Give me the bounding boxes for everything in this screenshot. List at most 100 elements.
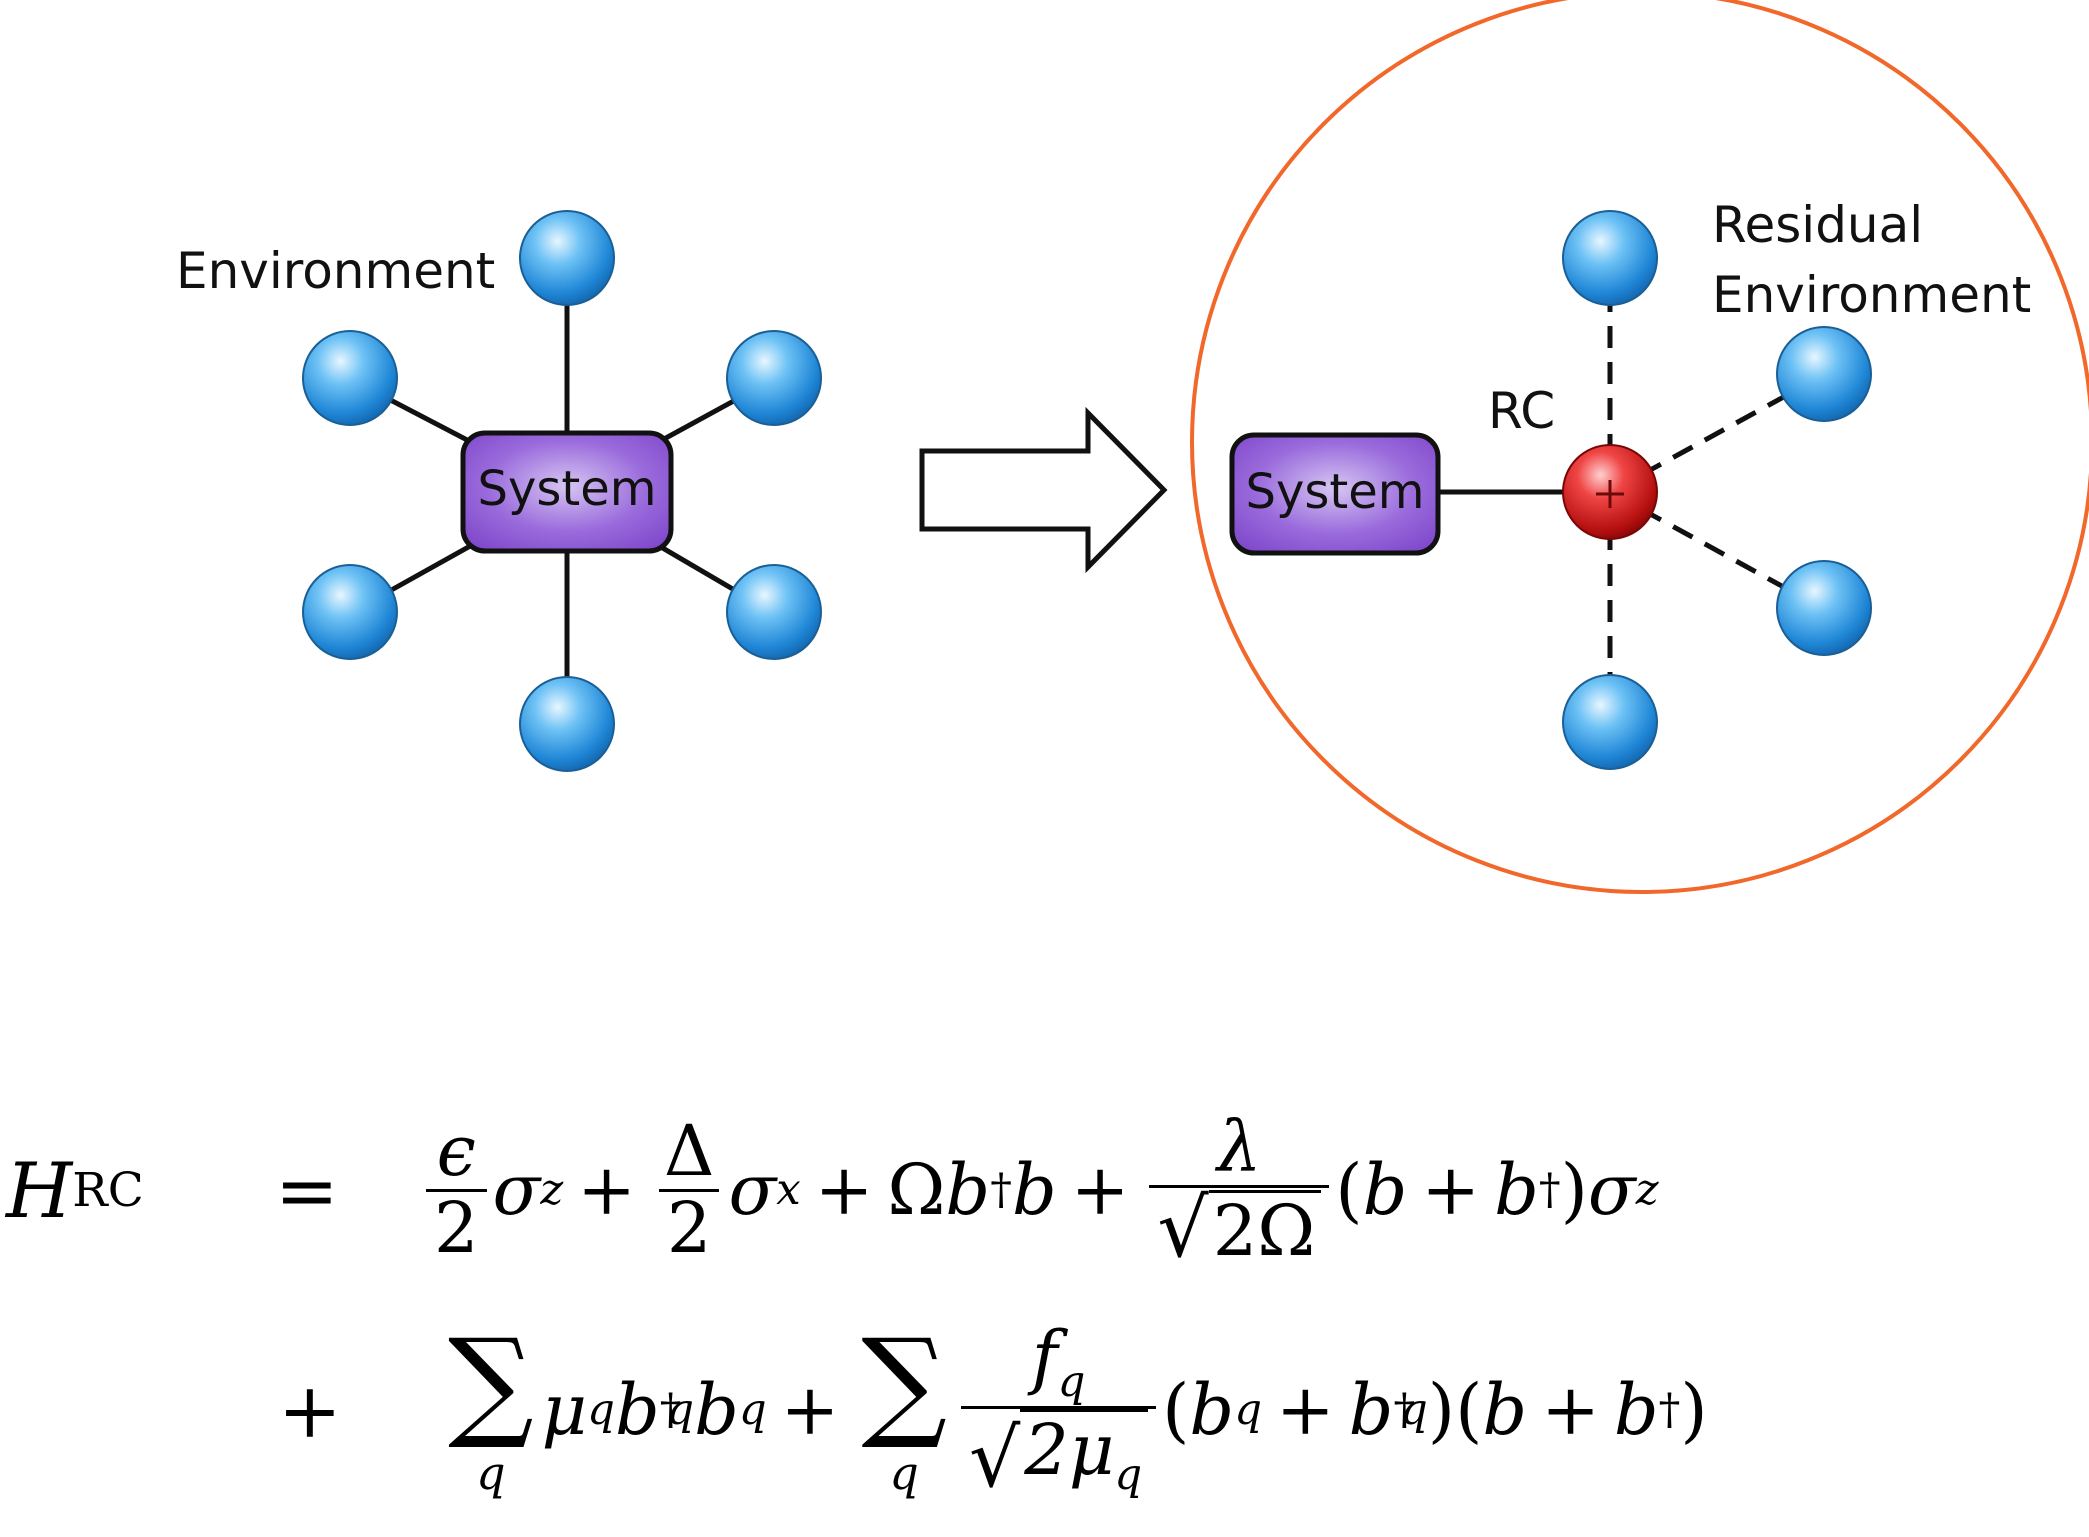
radical-sign: √: [968, 1410, 1021, 1505]
environment-node: [726, 564, 822, 660]
equation-rhs-line2: ∑ q μ q b † q b q + ∑ q fq √ 2μq (b q + b † q)(b +…: [440, 1290, 1708, 1530]
frac-num: ϵ: [436, 1110, 476, 1192]
left-environment-nodes: [302, 210, 822, 772]
b: b: [1348, 1369, 1394, 1451]
b: b: [1189, 1369, 1235, 1451]
row2-leading-plus: +: [278, 1290, 342, 1530]
rc-label: RC: [1488, 382, 1555, 440]
sub-q: q: [1057, 1356, 1086, 1407]
environment-node: [726, 330, 822, 426]
equation-lhs: H RC: [6, 1070, 144, 1310]
sub-q: q: [738, 1385, 767, 1435]
dagger: †: [1393, 1385, 1416, 1435]
rparen: ): [1427, 1369, 1456, 1451]
residual-environment-node: [1562, 210, 1658, 306]
sum-index: q: [476, 1446, 506, 1500]
sum-sign: ∑: [448, 1314, 534, 1453]
equals: =: [275, 1145, 339, 1235]
hamiltonian-subscript: RC: [72, 1162, 144, 1218]
b: b: [694, 1369, 739, 1451]
b: b: [1613, 1369, 1659, 1451]
dagger: †: [1658, 1385, 1681, 1435]
sum-over-q: ∑ q: [861, 1314, 947, 1500]
system-environment-diagram: System Environment System RC Residual En…: [176, 0, 2089, 894]
transform-arrow: [919, 406, 1168, 574]
sqrt: √ 2Ω: [1157, 1180, 1322, 1275]
b: b: [1011, 1149, 1057, 1231]
plus: +: [577, 1149, 636, 1231]
hamiltonian-symbol: H: [6, 1145, 73, 1235]
sub-z: z: [540, 1165, 564, 1215]
sigma: σ: [1587, 1149, 1636, 1231]
frac-num: λ: [1217, 1106, 1262, 1188]
two-mu: 2μ: [1024, 1408, 1115, 1491]
frac-num: Δ: [663, 1110, 715, 1192]
b: b: [1362, 1149, 1408, 1231]
radicand: 2Ω: [1208, 1189, 1322, 1269]
sum-over-q: ∑ q: [448, 1314, 534, 1500]
equation-row-2: + ∑ q μ q b † q b q + ∑ q fq √ 2μq (b q + b † q)(b…: [0, 1290, 2089, 1530]
b: b: [945, 1149, 991, 1231]
frac-den: 2: [426, 1188, 487, 1266]
residual-label-line2: Environment: [1712, 266, 2031, 324]
reaction-coordinate-circle: [1190, 0, 2089, 894]
mu: μ: [541, 1369, 588, 1451]
frac-den: 2: [658, 1188, 720, 1266]
frac-f-over-sqrt: fq √ 2μq: [960, 1320, 1157, 1505]
right-system-box: [1229, 432, 1441, 556]
f: f: [1031, 1315, 1058, 1398]
plus: +: [278, 1365, 342, 1455]
environment-node: [302, 330, 398, 426]
sub-q: q: [587, 1385, 615, 1435]
residual-environment-node: [1776, 326, 1872, 422]
rparen: ): [1560, 1149, 1588, 1231]
plus: +: [1276, 1369, 1335, 1451]
sub-z: z: [1635, 1165, 1659, 1215]
frac-num: fq: [1024, 1320, 1094, 1407]
residual-environment-node: [1562, 674, 1658, 770]
b: b: [614, 1369, 660, 1451]
equals-sign: =: [275, 1070, 339, 1310]
residual-label-line1: Residual: [1712, 196, 1923, 254]
environment-node: [302, 564, 398, 660]
lparen: (: [1335, 1149, 1363, 1231]
plus: +: [814, 1149, 874, 1231]
sub-q: q: [1114, 1449, 1143, 1500]
omega: Ω: [887, 1149, 946, 1231]
right-system-label: System: [1246, 464, 1425, 520]
sqrt: √ 2μq: [968, 1408, 1149, 1505]
dagger: †: [659, 1385, 682, 1435]
dagger: †: [1538, 1165, 1561, 1215]
environment-label: Environment: [176, 242, 495, 300]
sum-sign: ∑: [861, 1314, 947, 1453]
frac-delta-over-2: Δ 2: [656, 1110, 723, 1266]
radical-sign: √: [1157, 1180, 1209, 1275]
sub-q: q: [1399, 1385, 1428, 1435]
frac-epsilon-over-2: ϵ 2: [426, 1110, 487, 1266]
sum-index: q: [889, 1446, 919, 1500]
residual-environment-nodes: [1562, 210, 1872, 770]
dagger: †: [990, 1165, 1012, 1215]
plus: +: [1421, 1149, 1481, 1231]
sigma: σ: [728, 1149, 777, 1231]
left-system-box: [460, 430, 674, 554]
lparen: (: [1455, 1369, 1483, 1451]
plus: +: [780, 1369, 840, 1451]
environment-node: [519, 210, 615, 306]
rparen: ): [1680, 1369, 1708, 1451]
frac-lambda-over-sqrt: λ √ 2Ω: [1149, 1106, 1330, 1275]
b: b: [1494, 1149, 1539, 1231]
residual-environment-node: [1776, 560, 1872, 656]
sigma: σ: [492, 1149, 541, 1231]
radicand: 2μq: [1020, 1408, 1149, 1500]
environment-node: [519, 676, 615, 772]
frac-den: √ 2μq: [960, 1405, 1157, 1505]
plus: +: [1541, 1369, 1600, 1451]
sub-x: x: [776, 1165, 801, 1215]
plus: +: [1070, 1149, 1130, 1231]
left-system-label: System: [478, 461, 657, 517]
frac-den: √ 2Ω: [1149, 1180, 1330, 1275]
